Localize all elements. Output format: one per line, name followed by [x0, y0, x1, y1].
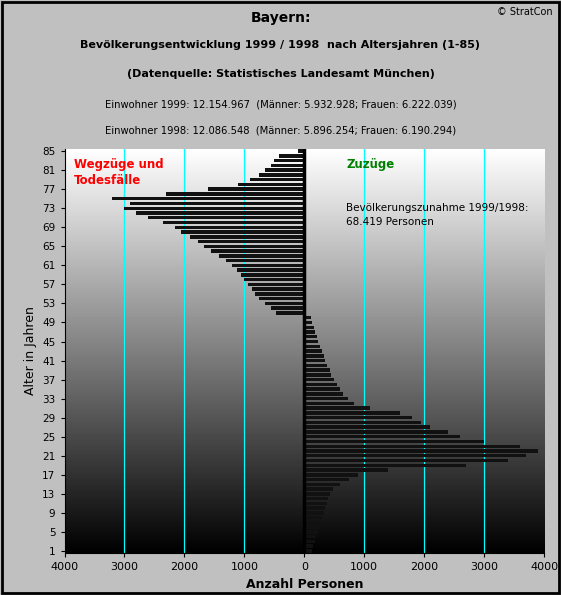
Bar	[304, 464, 466, 467]
Bar	[304, 449, 538, 453]
Bar	[304, 530, 318, 534]
Bar	[304, 368, 329, 372]
Bar	[176, 226, 304, 229]
Bar	[304, 373, 332, 377]
Bar	[304, 387, 340, 391]
Bar	[250, 178, 304, 181]
Bar	[304, 483, 341, 486]
Bar	[237, 268, 304, 272]
Bar	[167, 192, 304, 196]
Bar	[125, 206, 304, 210]
Text: (Datenquelle: Statistisches Landesamt München): (Datenquelle: Statistisches Landesamt Mü…	[127, 68, 434, 79]
Bar	[304, 402, 353, 405]
Bar	[304, 497, 328, 500]
Bar	[304, 359, 325, 362]
Bar	[304, 364, 327, 367]
Bar	[304, 340, 318, 343]
Bar	[304, 416, 412, 419]
Bar	[238, 183, 304, 186]
Bar	[304, 440, 484, 443]
Bar	[304, 511, 324, 515]
Bar	[208, 187, 304, 191]
Text: Bevölkerungszunahme 1999/1998:
68.419 Personen: Bevölkerungszunahme 1999/1998: 68.419 Pe…	[346, 203, 529, 227]
Bar	[304, 459, 508, 462]
Bar	[271, 164, 304, 167]
Bar	[245, 278, 304, 281]
Bar	[274, 159, 304, 162]
Bar	[304, 468, 388, 472]
Bar	[197, 240, 304, 243]
Bar	[279, 154, 304, 158]
Bar	[241, 273, 304, 277]
Bar	[304, 549, 311, 553]
Text: Bayern:: Bayern:	[250, 11, 311, 26]
Bar	[259, 297, 304, 300]
X-axis label: Anzahl Personen: Anzahl Personen	[246, 578, 363, 591]
Bar	[163, 221, 304, 224]
Bar	[304, 383, 337, 386]
Bar	[304, 330, 315, 334]
Bar	[304, 435, 460, 439]
Bar	[298, 149, 304, 153]
Bar	[181, 230, 304, 234]
Bar	[112, 197, 304, 201]
Bar	[304, 335, 317, 339]
Bar	[304, 540, 315, 543]
Bar	[304, 535, 316, 538]
Text: Wegzüge und
Todesfälle: Wegzüge und Todesfälle	[73, 158, 163, 187]
Bar	[251, 287, 304, 291]
Bar	[304, 325, 314, 329]
Bar	[304, 421, 421, 424]
Bar	[304, 444, 520, 448]
Bar	[248, 283, 304, 286]
Bar	[304, 378, 334, 381]
Y-axis label: Alter in Jahren: Alter in Jahren	[24, 306, 36, 396]
Text: Einwohner 1998: 12.086.548  (Männer: 5.896.254; Frauen: 6.190.294): Einwohner 1998: 12.086.548 (Männer: 5.89…	[105, 126, 456, 136]
Bar	[232, 264, 304, 267]
Bar	[265, 302, 304, 305]
Bar	[304, 516, 321, 519]
Bar	[211, 249, 304, 253]
Bar	[304, 349, 321, 353]
Text: Einwohner 1999: 12.154.967  (Männer: 5.932.928; Frauen: 6.222.039): Einwohner 1999: 12.154.967 (Männer: 5.93…	[105, 100, 456, 110]
Bar	[304, 502, 327, 505]
Bar	[226, 259, 304, 262]
Bar	[304, 525, 319, 529]
Bar	[304, 354, 324, 358]
Text: Zuzüge: Zuzüge	[346, 158, 394, 171]
Bar	[304, 345, 320, 348]
Bar	[304, 544, 314, 548]
Text: © StratCon: © StratCon	[497, 7, 553, 17]
Bar	[304, 487, 333, 491]
Bar	[304, 492, 329, 496]
Bar	[259, 173, 304, 177]
Bar	[304, 392, 343, 396]
Bar	[304, 406, 370, 410]
Bar	[304, 454, 526, 458]
Bar	[190, 235, 304, 239]
Bar	[304, 473, 358, 477]
Bar	[204, 245, 304, 248]
Bar	[271, 306, 304, 310]
Bar	[304, 430, 448, 434]
Bar	[131, 202, 304, 205]
Bar	[149, 216, 304, 220]
Bar	[304, 321, 312, 324]
Bar	[136, 211, 304, 215]
Bar	[304, 521, 320, 524]
Bar	[304, 506, 325, 510]
Bar	[304, 478, 350, 481]
Bar	[255, 292, 304, 296]
Bar	[304, 411, 400, 415]
Text: Bevölkerungsentwicklung 1999 / 1998  nach Altersjahren (1-85): Bevölkerungsentwicklung 1999 / 1998 nach…	[80, 40, 481, 50]
Bar	[219, 254, 304, 258]
Bar	[265, 168, 304, 172]
Bar	[304, 397, 347, 400]
Bar	[304, 316, 311, 320]
Bar	[304, 425, 430, 429]
Bar	[275, 311, 304, 315]
